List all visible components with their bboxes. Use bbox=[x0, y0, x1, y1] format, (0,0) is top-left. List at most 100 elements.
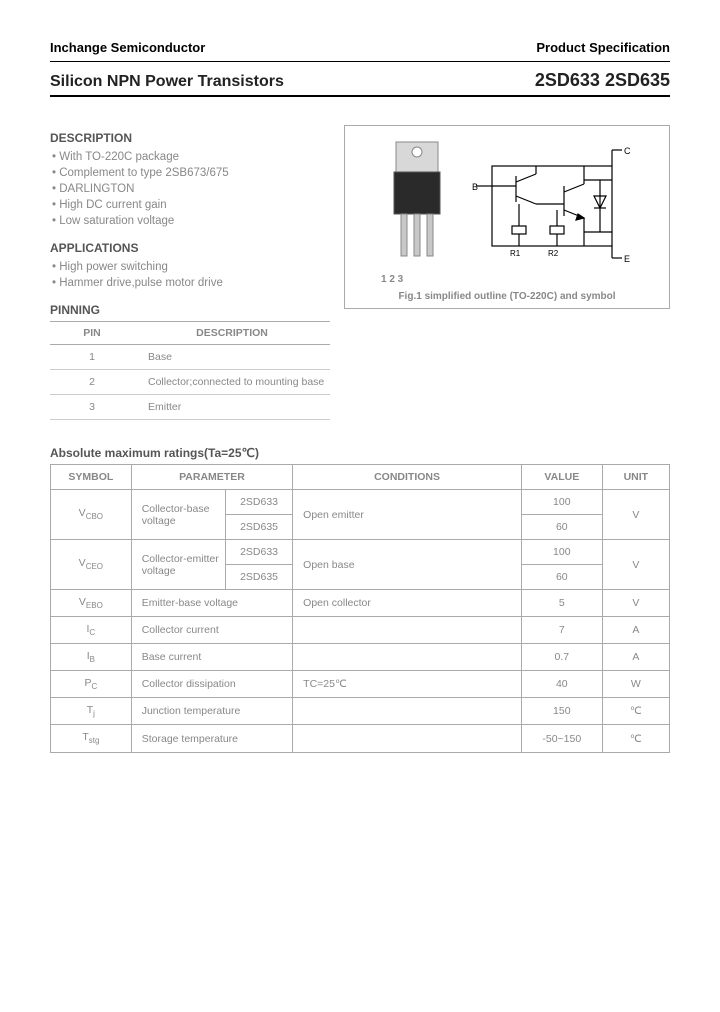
rating-variant: 2SD633 bbox=[225, 490, 292, 515]
rating-value: 7 bbox=[521, 617, 602, 644]
label-c: C bbox=[624, 146, 631, 156]
rating-variant: 2SD635 bbox=[225, 515, 292, 540]
rating-symbol: Tstg bbox=[51, 725, 132, 752]
rating-symbol: IB bbox=[51, 644, 132, 671]
datasheet-page: Inchange Semiconductor Product Specifica… bbox=[0, 0, 720, 783]
rating-param: Junction temperature bbox=[131, 698, 292, 725]
rating-symbol: VEBO bbox=[51, 590, 132, 617]
product-family: Silicon NPN Power Transistors bbox=[50, 73, 284, 91]
pin-desc: Emitter bbox=[134, 395, 330, 420]
applications-heading: APPLICATIONS bbox=[50, 241, 330, 255]
desc-item: With TO-220C package bbox=[52, 149, 330, 165]
rating-condition bbox=[293, 698, 522, 725]
rating-variant: 2SD635 bbox=[225, 565, 292, 590]
rating-symbol: Tj bbox=[51, 698, 132, 725]
rating-value: 0.7 bbox=[521, 644, 602, 671]
rating-unit: ℃ bbox=[602, 698, 669, 725]
rating-value: 60 bbox=[521, 565, 602, 590]
rating-condition: TC=25℃ bbox=[293, 671, 522, 698]
rating-unit: A bbox=[602, 644, 669, 671]
rating-condition: Open collector bbox=[293, 590, 522, 617]
pinning-heading: PINNING bbox=[50, 303, 330, 317]
package-outline-icon bbox=[382, 136, 452, 266]
col-conditions: CONDITIONS bbox=[293, 465, 522, 490]
rating-variant: 2SD633 bbox=[225, 540, 292, 565]
part-numbers: 2SD633 2SD635 bbox=[535, 70, 670, 91]
rating-condition bbox=[293, 617, 522, 644]
pin-desc: Base bbox=[134, 345, 330, 370]
rating-condition: Open base bbox=[293, 540, 522, 590]
desc-col-header: DESCRIPTION bbox=[134, 322, 330, 345]
rating-symbol: VCBO bbox=[51, 490, 132, 540]
pin-numbers-label: 1 2 3 bbox=[353, 274, 661, 285]
rating-condition: Open emitter bbox=[293, 490, 522, 540]
desc-item: Low saturation voltage bbox=[52, 213, 330, 229]
rating-condition bbox=[293, 725, 522, 752]
label-b: B bbox=[472, 182, 478, 192]
rating-symbol: PC bbox=[51, 671, 132, 698]
rating-param: Collector-base voltage bbox=[131, 490, 225, 540]
app-item: Hammer drive,pulse motor drive bbox=[52, 275, 330, 291]
rating-param: Collector dissipation bbox=[131, 671, 292, 698]
pin-row: 2 Collector;connected to mounting base bbox=[50, 370, 330, 395]
description-heading: DESCRIPTION bbox=[50, 131, 330, 145]
title-row: Silicon NPN Power Transistors 2SD633 2SD… bbox=[50, 70, 670, 91]
rating-value: 100 bbox=[521, 490, 602, 515]
rating-param: Storage temperature bbox=[131, 725, 292, 752]
app-item: High power switching bbox=[52, 259, 330, 275]
pin-num: 3 bbox=[50, 395, 134, 420]
rating-symbol: VCEO bbox=[51, 540, 132, 590]
pin-num: 1 bbox=[50, 345, 134, 370]
col-symbol: SYMBOL bbox=[51, 465, 132, 490]
rating-unit: W bbox=[602, 671, 669, 698]
col-parameter: PARAMETER bbox=[131, 465, 292, 490]
rating-symbol: IC bbox=[51, 617, 132, 644]
title-rule bbox=[50, 95, 670, 97]
top-section: DESCRIPTION With TO-220C package Complem… bbox=[50, 121, 670, 420]
description-list: With TO-220C package Complement to type … bbox=[52, 149, 330, 229]
desc-item: DARLINGTON bbox=[52, 181, 330, 197]
col-value: VALUE bbox=[521, 465, 602, 490]
rating-param: Collector-emitter voltage bbox=[131, 540, 225, 590]
col-unit: UNIT bbox=[602, 465, 669, 490]
header-rule bbox=[50, 61, 670, 62]
left-column: DESCRIPTION With TO-220C package Complem… bbox=[50, 121, 330, 420]
rating-param: Collector current bbox=[131, 617, 292, 644]
figure-box: B C E bbox=[344, 125, 670, 309]
rating-condition bbox=[293, 644, 522, 671]
pin-row: 3 Emitter bbox=[50, 395, 330, 420]
circuit-symbol-icon: B C E bbox=[472, 136, 632, 266]
pin-num: 2 bbox=[50, 370, 134, 395]
label-e: E bbox=[624, 254, 630, 264]
ratings-table: SYMBOL PARAMETER CONDITIONS VALUE UNIT V… bbox=[50, 464, 670, 753]
spec-label: Product Specification bbox=[536, 40, 670, 55]
rating-unit: V bbox=[602, 540, 669, 590]
applications-list: High power switching Hammer drive,pulse … bbox=[52, 259, 330, 291]
rating-value: 5 bbox=[521, 590, 602, 617]
rating-value: 60 bbox=[521, 515, 602, 540]
pin-row: 1 Base bbox=[50, 345, 330, 370]
rating-unit: A bbox=[602, 617, 669, 644]
label-r2: R2 bbox=[548, 249, 559, 258]
pin-col-header: PIN bbox=[50, 322, 134, 345]
rating-unit: ℃ bbox=[602, 725, 669, 752]
right-column: B C E bbox=[344, 121, 670, 420]
header-row: Inchange Semiconductor Product Specifica… bbox=[50, 40, 670, 55]
desc-item: High DC current gain bbox=[52, 197, 330, 213]
company-name: Inchange Semiconductor bbox=[50, 40, 205, 55]
desc-item: Complement to type 2SB673/675 bbox=[52, 165, 330, 181]
rating-unit: V bbox=[602, 490, 669, 540]
figure-caption: Fig.1 simplified outline (TO-220C) and s… bbox=[353, 291, 661, 302]
rating-param: Emitter-base voltage bbox=[131, 590, 292, 617]
ratings-heading: Absolute maximum ratings(Ta=25℃) bbox=[50, 446, 670, 460]
rating-value: -50~150 bbox=[521, 725, 602, 752]
rating-value: 150 bbox=[521, 698, 602, 725]
rating-value: 100 bbox=[521, 540, 602, 565]
rating-unit: V bbox=[602, 590, 669, 617]
rating-value: 40 bbox=[521, 671, 602, 698]
pin-desc: Collector;connected to mounting base bbox=[134, 370, 330, 395]
rating-param: Base current bbox=[131, 644, 292, 671]
label-r1: R1 bbox=[510, 249, 521, 258]
pinning-table: PIN DESCRIPTION 1 Base 2 Collector;conne… bbox=[50, 321, 330, 420]
figure-inner: B C E bbox=[353, 136, 661, 266]
